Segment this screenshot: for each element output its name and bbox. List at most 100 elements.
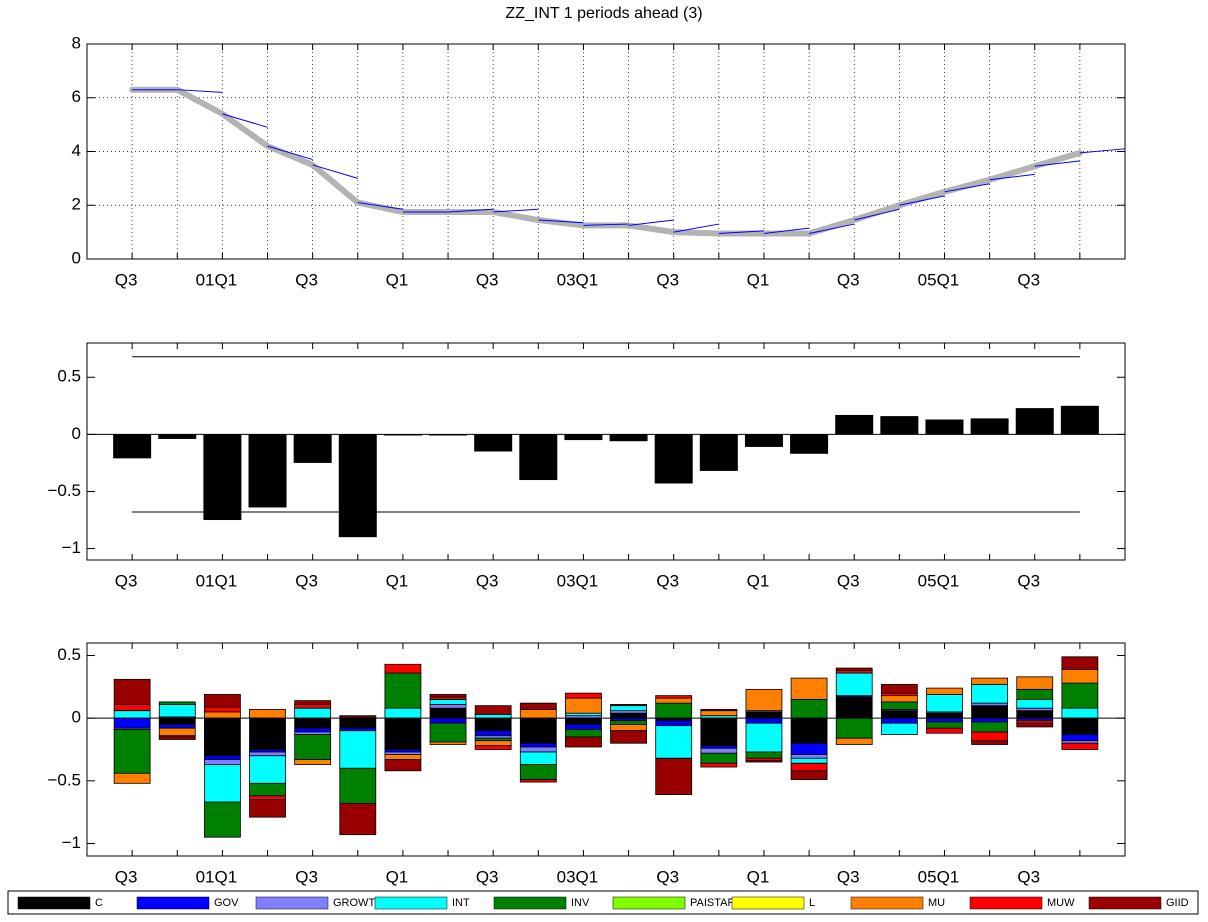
bar-segment <box>519 779 557 783</box>
legend-swatch <box>17 896 91 910</box>
bar-segment <box>384 707 422 719</box>
x-tick-label: 01Q1 <box>196 270 238 289</box>
forecast-segment <box>448 208 494 213</box>
x-tick-label: 05Q1 <box>918 270 960 289</box>
legend-swatch <box>731 896 805 910</box>
legend-label: GOV <box>214 897 239 909</box>
axes-frame <box>86 642 1126 857</box>
bar-segment <box>113 717 151 729</box>
bar-segment <box>294 759 332 765</box>
bar-segment <box>474 730 512 737</box>
bar-segment <box>745 717 783 724</box>
bar-segment <box>113 678 151 705</box>
bar-segment <box>203 759 241 765</box>
bar-segment <box>655 695 693 699</box>
bar-segment <box>610 724 647 732</box>
y-tick-label: 0.5 <box>57 645 81 664</box>
bar-segment <box>745 751 783 759</box>
x-tick-label: Q3 <box>1017 270 1040 289</box>
forecast-segment <box>899 195 945 206</box>
bar-segment <box>158 717 196 725</box>
bar-segment <box>655 702 693 719</box>
bar <box>564 434 603 441</box>
bar-segment <box>203 693 241 708</box>
bar-segment <box>790 698 828 719</box>
bar-segment <box>790 757 828 764</box>
bar-segment <box>249 755 286 784</box>
bar-segment <box>700 709 738 712</box>
y-tick-label: 0 <box>72 248 81 267</box>
bar-segment <box>519 702 557 710</box>
bar-segment <box>926 712 963 719</box>
legend-swatch <box>136 896 210 910</box>
legend-swatch <box>850 896 924 910</box>
x-tick-label: Q1 <box>386 867 409 886</box>
axes-frame <box>86 43 1126 260</box>
bar-segment <box>294 734 332 760</box>
bar-segment <box>971 731 1009 742</box>
series-line <box>129 86 1083 237</box>
x-tick-label: Q1 <box>747 571 770 590</box>
bar-segment <box>474 705 512 715</box>
x-tick-label: 05Q1 <box>918 571 960 590</box>
bar-segment <box>249 782 286 797</box>
bar-segment <box>610 705 647 712</box>
legend-label: GIID <box>1166 897 1189 909</box>
bar-segment <box>158 724 196 729</box>
bar <box>925 419 964 435</box>
bar-segment <box>790 677 828 700</box>
bar-segment <box>203 801 241 838</box>
bar-segment <box>655 757 693 796</box>
bar-segment <box>700 762 738 768</box>
forecast-segment <box>222 113 268 128</box>
bar-segment <box>790 717 828 744</box>
x-tick-label: Q3 <box>115 270 138 289</box>
bar-segment <box>971 721 1009 733</box>
y-tick-label: 4 <box>72 141 81 160</box>
x-tick-label: 01Q1 <box>196 867 238 886</box>
bar-segment <box>880 722 918 735</box>
bar-segment <box>1061 717 1099 735</box>
bar-segment <box>429 707 467 719</box>
x-tick-label: Q3 <box>295 867 318 886</box>
bar-segment <box>249 795 286 801</box>
legend-label: L <box>809 897 815 909</box>
bar-segment <box>294 703 332 709</box>
bar-segment <box>249 717 286 750</box>
legend-swatch <box>493 896 567 910</box>
x-tick-label: Q3 <box>295 270 318 289</box>
bar-segment <box>880 701 918 710</box>
bar-segment <box>339 767 377 804</box>
x-tick-label: Q3 <box>115 867 138 886</box>
bar-segment <box>249 751 286 757</box>
bar <box>113 434 152 459</box>
bar <box>609 434 648 442</box>
bar-segment <box>926 687 963 695</box>
bar-segment <box>203 755 241 760</box>
forecast-segment <box>538 219 584 224</box>
bar-segment <box>1016 722 1054 728</box>
bar-segment <box>203 764 241 803</box>
legend-swatch <box>374 896 448 910</box>
forecast-segment <box>583 223 629 226</box>
bar-segment <box>1061 742 1099 750</box>
y-tick-label: 0 <box>72 424 81 443</box>
bar-segment <box>1061 682 1099 709</box>
bar-segment <box>926 727 963 734</box>
bar-segment <box>519 751 557 765</box>
bar-segment <box>339 802 377 836</box>
x-tick-label: 03Q1 <box>557 571 599 590</box>
bar-segment <box>474 745 512 750</box>
bar-segment <box>113 710 151 719</box>
bar-segment <box>700 717 738 747</box>
bar-segment <box>249 799 286 818</box>
forecast-segment <box>808 223 855 234</box>
bar-segment <box>926 721 963 729</box>
bar-segment <box>565 717 602 725</box>
bar-segment <box>158 703 196 718</box>
y-tick-label: 6 <box>72 87 81 106</box>
x-tick-label: Q3 <box>476 571 499 590</box>
bar-segment <box>971 705 1009 719</box>
bar-segment <box>971 677 1009 685</box>
